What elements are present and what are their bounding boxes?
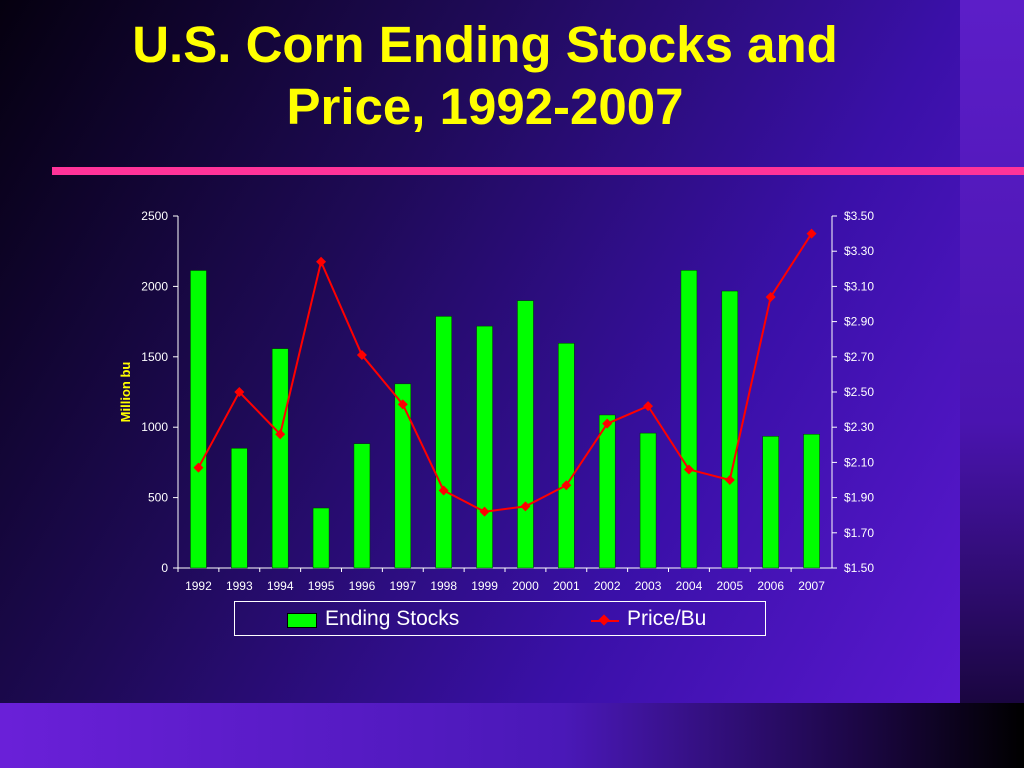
price-point: [683, 464, 694, 475]
chart-legend: Ending Stocks Price/Bu: [234, 601, 766, 636]
price-point: [275, 429, 286, 440]
price-point: [397, 399, 408, 410]
x-tick-label: 2007: [798, 579, 825, 593]
bar-ending-stocks: [271, 348, 289, 569]
price-point: [724, 475, 735, 485]
x-tick-label: 2005: [716, 579, 743, 593]
bar-ending-stocks: [476, 325, 493, 569]
bottom-band: [0, 703, 1024, 768]
bar-ending-stocks: [353, 443, 371, 569]
right-tick-label: $3.30: [844, 244, 874, 258]
right-tick-label: $1.90: [844, 491, 874, 505]
legend-swatch-ending-stocks: [287, 613, 317, 628]
x-tick-label: 2004: [676, 579, 703, 593]
price-point: [806, 228, 817, 239]
price-line: [197, 233, 813, 513]
price-point: [520, 501, 531, 512]
x-tick-label: 1997: [389, 579, 416, 593]
price-point: [643, 401, 654, 412]
x-tick-label: 1996: [349, 579, 376, 593]
right-tick-label: $3.50: [844, 209, 874, 223]
bar-ending-stocks: [231, 448, 248, 569]
price-point: [316, 256, 327, 267]
left-tick-label: 2500: [141, 209, 168, 223]
slide-title: U.S. Corn Ending Stocks and Price, 1992-…: [60, 14, 910, 138]
bar-ending-stocks: [517, 300, 534, 569]
title-line-2: Price, 1992-2007: [286, 78, 684, 135]
bar-ending-stocks: [435, 316, 452, 569]
bar-ending-stocks: [680, 270, 698, 569]
legend-marker-price-icon: [598, 614, 610, 626]
right-band: [960, 0, 1024, 703]
price-point: [765, 291, 776, 302]
bar-ending-stocks: [803, 433, 820, 569]
legend-label-ending-stocks: Ending Stocks: [325, 607, 460, 630]
left-tick-label: 2000: [141, 279, 168, 293]
price-point: [479, 506, 490, 517]
right-tick-label: $2.30: [844, 420, 874, 434]
left-tick-label: 500: [148, 491, 168, 505]
x-tick-label: 1999: [471, 579, 498, 593]
title-divider: [52, 167, 1024, 175]
title-line-1: U.S. Corn Ending Stocks and: [132, 16, 838, 73]
y-axis-label: Million bu: [118, 362, 133, 423]
x-tick-label: 1992: [185, 579, 212, 593]
right-tick-label: $1.70: [844, 526, 874, 540]
x-tick-label: 2001: [553, 579, 580, 593]
right-tick-label: $3.10: [844, 279, 874, 293]
left-tick-label: 0: [161, 561, 168, 575]
x-tick-label: 2003: [635, 579, 662, 593]
right-tick-label: $1.50: [844, 561, 874, 575]
bar-ending-stocks: [762, 436, 779, 569]
price-point: [561, 480, 572, 491]
bar-ending-stocks: [394, 383, 412, 569]
bar-ending-stocks: [721, 290, 739, 569]
x-tick-label: 2006: [757, 579, 784, 593]
right-tick-label: $2.70: [844, 350, 874, 364]
right-tick-label: $2.90: [844, 315, 874, 329]
bar-ending-stocks: [312, 507, 330, 569]
bar-ending-stocks: [598, 414, 616, 569]
price-point: [356, 350, 367, 361]
bar-ending-stocks: [190, 270, 207, 569]
x-tick-label: 1994: [267, 579, 294, 593]
price-point: [193, 462, 204, 473]
price-point: [234, 387, 245, 397]
right-tick-label: $2.50: [844, 385, 874, 399]
right-tick-label: $2.10: [844, 455, 874, 469]
x-tick-label: 2000: [512, 579, 539, 593]
price-point: [602, 418, 613, 429]
left-tick-label: 1500: [141, 350, 168, 364]
left-tick-label: 1000: [141, 420, 168, 434]
legend-label-price: Price/Bu: [627, 607, 707, 630]
bar-ending-stocks: [558, 343, 575, 569]
x-tick-label: 1998: [430, 579, 457, 593]
x-tick-label: 1993: [226, 579, 253, 593]
bar-ending-stocks: [639, 432, 657, 569]
x-tick-label: 2002: [594, 579, 621, 593]
x-tick-label: 1995: [308, 579, 335, 593]
price-point: [438, 485, 449, 496]
